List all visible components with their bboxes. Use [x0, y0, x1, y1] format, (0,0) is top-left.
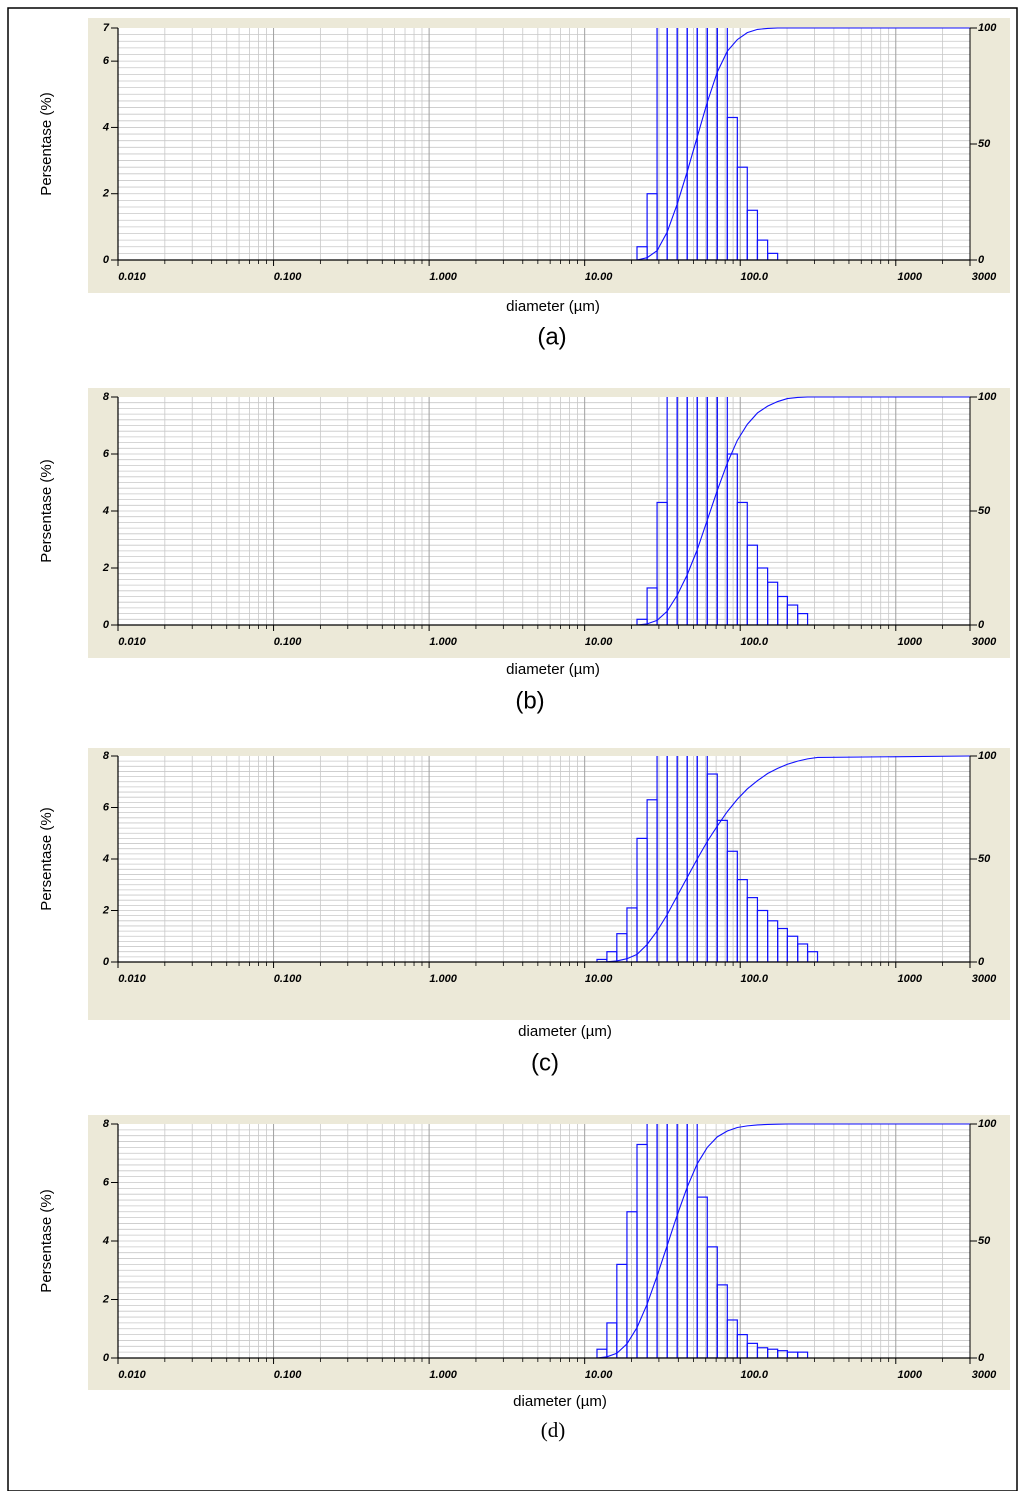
y-tick-label: 6 — [103, 55, 110, 67]
x-tick-label: 3000 — [972, 973, 997, 985]
y2-tick-label: 0 — [978, 254, 985, 266]
y2-tick-label: 50 — [978, 1235, 991, 1247]
x-tick-label: 0.010 — [118, 973, 146, 985]
y-tick-label: 6 — [103, 448, 110, 460]
x-tick-label: 1000 — [898, 973, 923, 985]
y-tick-label: 6 — [103, 1176, 110, 1188]
x-axis-label: diameter (µm) — [506, 298, 600, 315]
x-axis-label: diameter (µm) — [506, 661, 600, 678]
bar — [806, 951, 819, 962]
x-tick-label: 0.010 — [118, 271, 146, 283]
y2-tick-label: 100 — [978, 750, 997, 762]
y2-tick-label: 100 — [978, 391, 997, 403]
y-tick-label: 4 — [102, 505, 109, 517]
y-tick-label: 2 — [102, 562, 109, 574]
x-tick-label: 1.000 — [429, 636, 457, 648]
caption: (d) — [541, 1418, 566, 1442]
y-tick-label: 8 — [103, 750, 110, 762]
y-axis-label: Persentase (%) — [38, 807, 55, 910]
chart-panel: 0.010 0.100 1.000 10.00 100.0 1000 3000 0 2 4 6 7 0 5… — [38, 18, 1010, 350]
caption: (a) — [537, 323, 566, 350]
bar — [797, 1351, 809, 1358]
chart-panel: 0.010 0.100 1.000 10.00 100.0 1000 3000 0 2 4 6 8 0 5… — [38, 1115, 1010, 1442]
bars — [596, 756, 819, 962]
x-tick-label: 10.00 — [585, 1369, 613, 1381]
cumulative-line — [636, 27, 970, 261]
x-tick-label: 3000 — [972, 636, 997, 648]
y-tick-label: 0 — [103, 956, 110, 968]
y2-tick-label: 50 — [978, 505, 991, 517]
bars — [636, 28, 779, 260]
y2-tick-label: 50 — [978, 138, 991, 150]
x-tick-label: 1000 — [898, 271, 923, 283]
y-axis-label: Persentase (%) — [38, 459, 55, 562]
x-tick-label: 10.00 — [585, 636, 613, 648]
y-tick-label: 4 — [102, 853, 109, 865]
x-tick-label: 1.000 — [429, 271, 457, 283]
chart-panel: 0.010 0.100 1.000 10.00 100.0 1000 3000 0 2 4 6 8 0 5… — [38, 388, 1010, 714]
caption: (c) — [531, 1049, 559, 1076]
y-tick-label: 0 — [103, 619, 110, 631]
y-tick-label: 7 — [103, 22, 110, 34]
y2-tick-label: 0 — [978, 956, 985, 968]
x-tick-label: 3000 — [972, 1369, 997, 1381]
x-tick-label: 0.010 — [118, 1369, 146, 1381]
bar — [756, 239, 769, 260]
x-tick-label: 0.100 — [274, 1369, 302, 1381]
x-tick-label: 3000 — [972, 271, 997, 283]
x-tick-label: 0.010 — [118, 636, 146, 648]
cumulative-line — [596, 1123, 970, 1359]
y2-tick-label: 0 — [978, 1352, 985, 1364]
x-tick-label: 0.100 — [274, 973, 302, 985]
cumulative-line — [636, 396, 970, 626]
x-tick-label: 10.00 — [585, 271, 613, 283]
y-axis-label: Persentase (%) — [38, 92, 55, 195]
y-tick-label: 8 — [103, 1118, 110, 1130]
plot-area — [118, 28, 970, 260]
y-tick-label: 8 — [103, 391, 110, 403]
y-tick-label: 4 — [102, 121, 109, 133]
y-tick-label: 2 — [102, 188, 109, 200]
y2-tick-label: 50 — [978, 853, 991, 865]
y2-tick-label: 100 — [978, 1118, 997, 1130]
y-tick-label: 2 — [102, 904, 109, 916]
x-axis-label: diameter (µm) — [518, 1023, 612, 1040]
x-tick-label: 10.00 — [585, 973, 613, 985]
x-tick-label: 1000 — [898, 636, 923, 648]
x-tick-label: 1000 — [898, 1369, 923, 1381]
x-tick-label: 0.100 — [274, 636, 302, 648]
y-tick-label: 6 — [103, 801, 110, 813]
bar — [746, 209, 759, 260]
x-tick-label: 100.0 — [740, 636, 768, 648]
x-axis-label: diameter (µm) — [513, 1393, 607, 1410]
bars — [596, 1124, 809, 1358]
chart-panel: 0.010 0.100 1.000 10.00 100.0 1000 3000 0 2 4 6 8 0 5… — [38, 748, 1010, 1076]
caption: (b) — [515, 687, 544, 714]
x-tick-label: 100.0 — [740, 271, 768, 283]
bar — [767, 252, 779, 260]
x-tick-label: 1.000 — [429, 1369, 457, 1381]
page-border — [7, 7, 1018, 1491]
x-tick-label: 100.0 — [740, 973, 768, 985]
x-tick-label: 0.100 — [274, 271, 302, 283]
y-tick-label: 4 — [102, 1235, 109, 1247]
y2-tick-label: 0 — [978, 619, 985, 631]
y2-tick-label: 100 — [978, 22, 997, 34]
cumulative-line — [596, 755, 971, 963]
y-tick-label: 0 — [103, 254, 110, 266]
y-tick-label: 0 — [103, 1352, 110, 1364]
y-axis-label: Persentase (%) — [38, 1189, 55, 1292]
x-tick-label: 1.000 — [429, 973, 457, 985]
x-tick-label: 100.0 — [740, 1369, 768, 1381]
y-tick-label: 2 — [102, 1293, 109, 1305]
